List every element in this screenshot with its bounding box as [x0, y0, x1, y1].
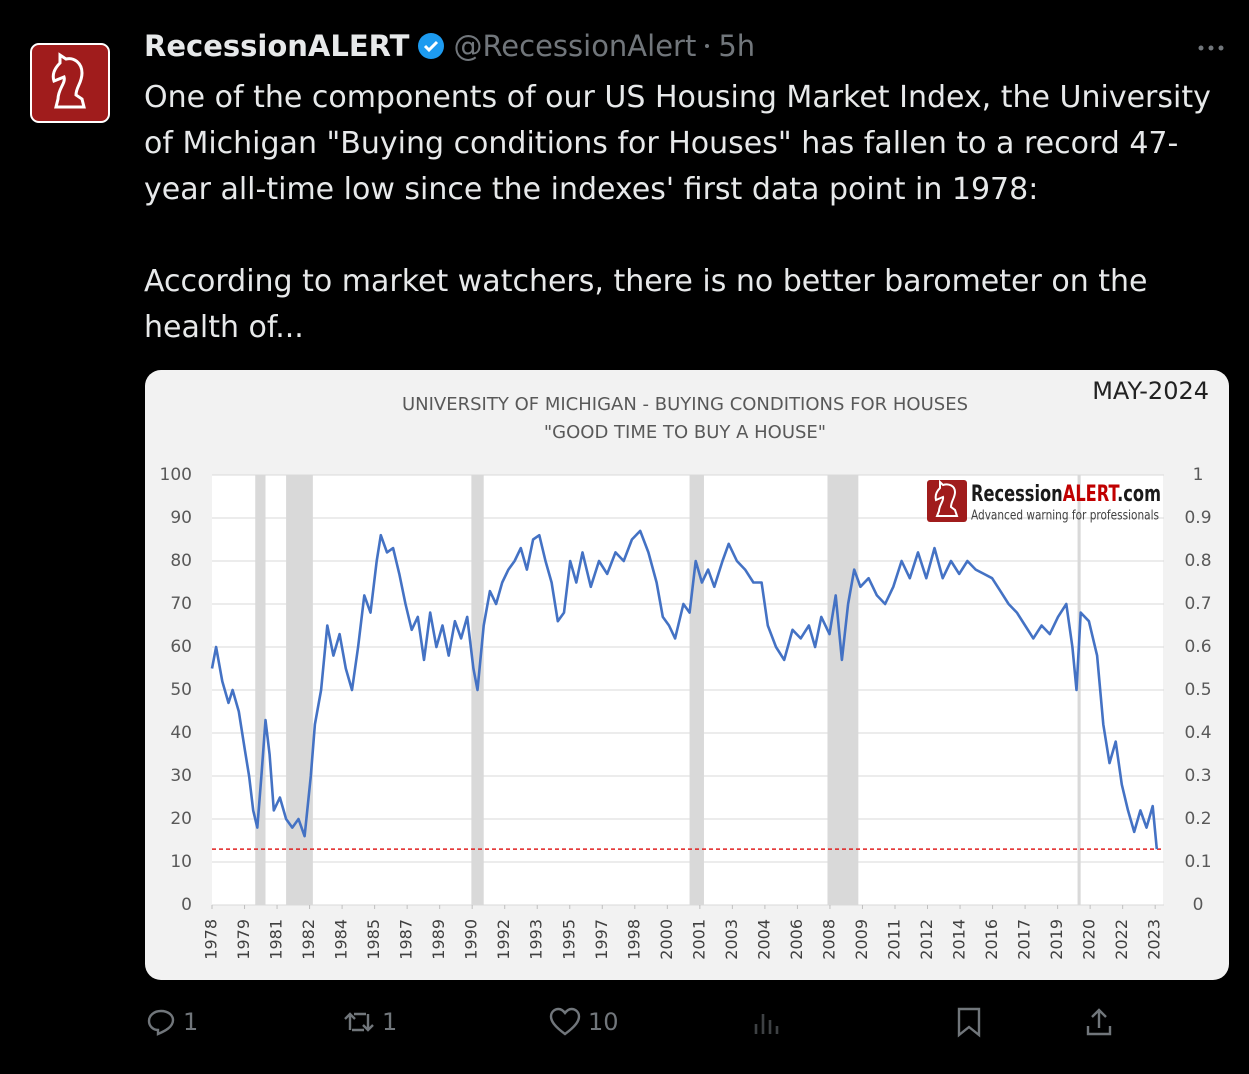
y2-tick-label: 0.7: [1184, 594, 1211, 614]
y2-tick-label: 0.3: [1184, 766, 1211, 786]
y-tick-label: 10: [170, 852, 192, 872]
x-tick-label: 1987: [397, 919, 416, 960]
y-tick-label: 60: [170, 637, 192, 657]
x-tick-label: 1990: [462, 919, 481, 960]
x-tick-label: 1992: [494, 919, 513, 960]
y-tick-label: 40: [170, 723, 192, 743]
y-tick-label: 0: [181, 895, 192, 915]
author-handle[interactable]: @RecessionAlert: [453, 29, 697, 63]
x-tick-label: 1995: [559, 919, 578, 960]
x-tick-label: 1981: [267, 919, 286, 960]
like-button[interactable]: 10: [548, 1000, 619, 1044]
reply-count: 1: [183, 1008, 199, 1036]
tweet-header: RecessionALERT @RecessionAlert 5h: [144, 26, 755, 66]
x-tick-label: 2016: [982, 919, 1001, 960]
x-tick-label: 1978: [202, 919, 221, 960]
y2-tick-label: 0.1: [1184, 852, 1211, 872]
x-tick-label: 2006: [787, 919, 806, 960]
verified-badge: [418, 33, 445, 59]
data-line: [210, 529, 1159, 850]
y2-tick-label: 0.6: [1184, 637, 1211, 657]
x-tick-label: 2009: [852, 919, 871, 960]
text-line: year all-time low since the indexes' fir…: [144, 172, 1039, 207]
paragraph: According to market watchers, there is n…: [144, 259, 1211, 351]
x-tick-label: 2011: [884, 919, 903, 960]
watermark-knight: [934, 479, 959, 517]
y-tick-label: 90: [170, 508, 192, 528]
y-tick-label: 70: [170, 594, 192, 614]
y2-tick-label: 0.2: [1184, 809, 1211, 829]
watermark-brand-accent: ALERT: [1063, 482, 1120, 507]
action-bar: 1 1 10: [0, 1000, 1249, 1044]
x-tick-label: 2023: [1145, 919, 1164, 960]
text-line: health of...: [144, 310, 304, 345]
author-name[interactable]: RecessionALERT: [144, 29, 410, 63]
x-tick-label: 1984: [332, 919, 351, 960]
repost-count: 1: [382, 1008, 398, 1036]
x-tick-label: 1993: [527, 919, 546, 960]
like-count: 10: [588, 1008, 619, 1036]
watermark-tagline: Advanced warning for professionals: [971, 509, 1159, 524]
y2-tick-label: 1: [1193, 465, 1204, 485]
text-line: According to market watchers, there is n…: [144, 264, 1148, 299]
y2-tick-label: 0.9: [1184, 508, 1211, 528]
y2-tick-label: 0: [1193, 895, 1204, 915]
avatar[interactable]: [30, 43, 110, 123]
x-tick-label: 2012: [917, 919, 936, 960]
watermark-brand: RecessionALERT.com: [971, 482, 1161, 507]
more-menu[interactable]: [1196, 38, 1226, 58]
post-time[interactable]: 5h: [718, 29, 756, 63]
watermark-domain: .com: [1117, 482, 1161, 507]
y-tick-label: 80: [170, 551, 192, 571]
separator-dot: [705, 44, 710, 48]
text-line: One of the components of our US Housing …: [144, 80, 1211, 115]
x-tick-label: 2020: [1080, 919, 1099, 960]
bookmark-button[interactable]: [955, 1000, 983, 1044]
x-tick-label: 2019: [1047, 919, 1066, 960]
reply-button[interactable]: 1: [145, 1000, 198, 1044]
tweet-text: One of the components of our US Housing …: [144, 75, 1211, 397]
repost-button[interactable]: 1: [342, 1000, 397, 1044]
share-button[interactable]: [1084, 1000, 1114, 1044]
chart-title: UNIVERSITY OF MICHIGAN - BUYING CONDITIO…: [402, 394, 968, 415]
chart-card[interactable]: UNIVERSITY OF MICHIGAN - BUYING CONDITIO…: [145, 370, 1229, 980]
x-tick-label: 2017: [1015, 919, 1034, 960]
y-tick-label: 50: [170, 680, 192, 700]
paragraph: One of the components of our US Housing …: [144, 75, 1211, 213]
watermark-brand: Recession: [971, 482, 1063, 507]
date-stamp: MAY-2024: [1092, 377, 1209, 405]
x-tick-label: 2022: [1112, 919, 1131, 960]
x-tick-label: 2014: [950, 919, 969, 960]
y2-tick-label: 0.5: [1184, 680, 1211, 700]
x-tick-label: 2001: [689, 919, 708, 960]
y2-tick-label: 0.8: [1184, 551, 1211, 571]
watermark: RecessionALERT.com Advanced warning for p…: [927, 479, 1161, 524]
text-line: of Michigan "Buying conditions for House…: [144, 126, 1179, 161]
y-tick-label: 100: [160, 465, 192, 485]
x-tick-label: 1998: [624, 919, 643, 960]
x-tick-label: 1979: [234, 919, 253, 960]
chart-subtitle: "GOOD TIME TO BUY A HOUSE": [544, 422, 826, 443]
views-button[interactable]: [752, 1000, 782, 1044]
x-tick-label: 1985: [364, 919, 383, 960]
x-tick-label: 1989: [429, 919, 448, 960]
x-tick-label: 2008: [819, 919, 838, 960]
y2-tick-label: 0.4: [1184, 723, 1211, 743]
x-tick-label: 2000: [657, 919, 676, 960]
x-tick-label: 2004: [754, 919, 773, 960]
y-tick-label: 20: [170, 809, 192, 829]
x-tick-label: 1997: [592, 919, 611, 960]
x-tick-label: 1982: [299, 919, 318, 960]
x-tick-label: 2003: [722, 919, 741, 960]
y-tick-label: 30: [170, 766, 192, 786]
